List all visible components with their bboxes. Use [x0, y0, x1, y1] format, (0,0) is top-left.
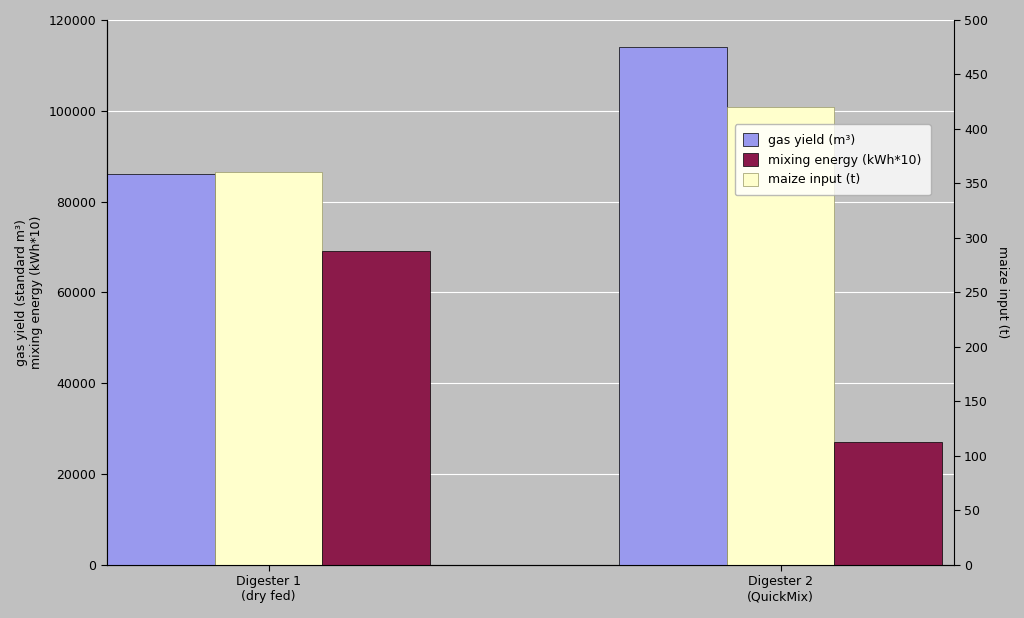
- Bar: [106, 174, 215, 565]
- Y-axis label: gas yield (standard m³)
mixing energy (kWh*10): gas yield (standard m³) mixing energy (k…: [15, 216, 43, 369]
- Bar: [215, 172, 323, 565]
- Bar: [727, 107, 835, 565]
- Legend: gas yield (m³), mixing energy (kWh*10), maize input (t): gas yield (m³), mixing energy (kWh*10), …: [734, 124, 931, 195]
- Bar: [618, 47, 727, 565]
- Bar: [323, 252, 430, 565]
- Y-axis label: maize input (t): maize input (t): [996, 246, 1009, 339]
- Bar: [835, 442, 942, 565]
